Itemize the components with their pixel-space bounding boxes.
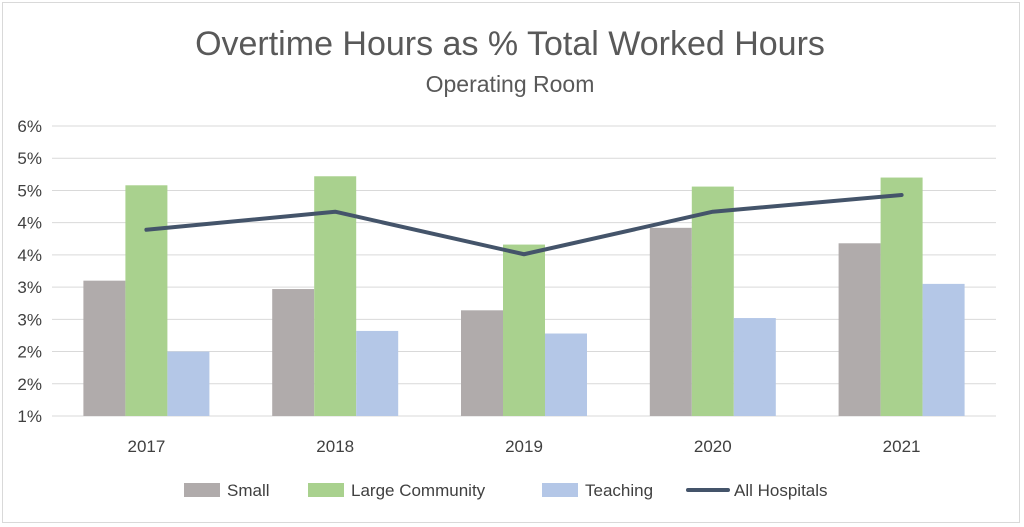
bars: [83, 176, 965, 416]
bar-small-2020: [649, 227, 692, 416]
legend-label-large-community: Large Community: [351, 481, 486, 500]
chart-subtitle: Operating Room: [426, 71, 595, 97]
bar-large-community-2017: [125, 185, 168, 416]
bar-small-2018: [272, 289, 315, 416]
bar-teaching-2018: [356, 330, 399, 416]
legend-label-all-hospitals: All Hospitals: [734, 481, 828, 500]
bar-teaching-2017: [167, 351, 210, 416]
bar-small-2021: [838, 243, 881, 416]
chart-title: Overtime Hours as % Total Worked Hours: [195, 25, 825, 63]
y-tick-label: 3%: [17, 310, 42, 329]
bar-small-2017: [83, 280, 126, 416]
y-tick-label: 4%: [17, 246, 42, 265]
bar-large-community-2019: [503, 244, 545, 416]
legend-swatch-large-community: [308, 483, 344, 497]
y-tick-label: 5%: [17, 149, 42, 168]
bar-large-community-2021: [880, 177, 923, 416]
x-tick-label: 2017: [127, 437, 165, 456]
legend-label-small: Small: [227, 481, 270, 500]
y-tick-label: 6%: [17, 117, 42, 136]
y-tick-label: 3%: [17, 278, 42, 297]
y-tick-label: 1%: [17, 407, 42, 426]
legend: Small Large Community Teaching All Hospital…: [184, 481, 828, 500]
bar-small-2019: [461, 310, 503, 416]
x-tick-label: 2020: [694, 437, 732, 456]
bar-large-community-2020: [691, 186, 734, 416]
y-tick-label: 2%: [17, 343, 42, 362]
y-tick-label: 4%: [17, 214, 42, 233]
x-tick-label: 2021: [883, 437, 921, 456]
y-axis-ticks: 1% 2% 2% 3% 3% 4% 4% 5% 5% 6%: [17, 117, 42, 426]
y-tick-label: 5%: [17, 181, 42, 200]
legend-swatch-teaching: [542, 483, 578, 497]
line-series: [144, 192, 904, 257]
x-axis-ticks: 2017 2018 2019 2020 2021: [127, 437, 920, 456]
line-all-hospitals: [144, 192, 904, 257]
bar-teaching-2021: [922, 283, 965, 416]
bar-teaching-2020: [733, 318, 776, 416]
bar-teaching-2019: [545, 333, 587, 416]
y-tick-label: 2%: [17, 375, 42, 394]
x-tick-label: 2019: [505, 437, 543, 456]
legend-swatch-small: [184, 483, 220, 497]
x-tick-label: 2018: [316, 437, 354, 456]
legend-label-teaching: Teaching: [585, 481, 653, 500]
